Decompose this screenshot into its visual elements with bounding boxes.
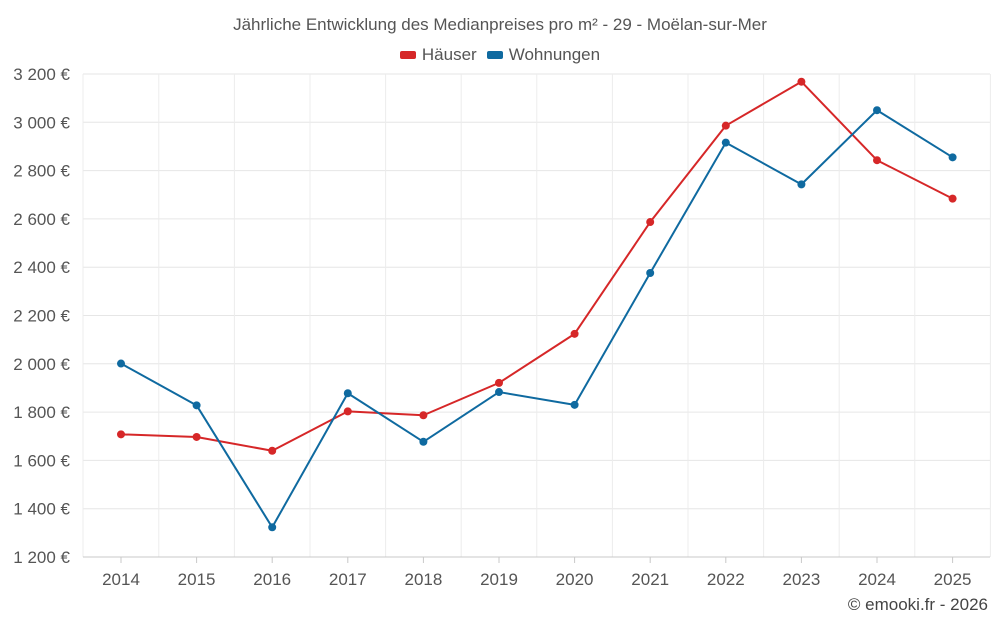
axes: 1 200 € 1 400 € 1 600 € 1 800 € 2 000 € 2 200… xyxy=(13,65,990,589)
data-point-haeuser xyxy=(117,430,125,439)
data-point-wohnungen xyxy=(495,388,503,397)
data-point-haeuser xyxy=(948,194,957,203)
data-point-haeuser xyxy=(268,446,277,455)
x-tick-label: 2015 xyxy=(178,570,216,589)
y-tick-label: 1 600 € xyxy=(13,451,70,470)
x-tick-label: 2021 xyxy=(631,570,669,589)
x-tick-label: 2018 xyxy=(404,570,442,589)
x-tick-label: 2016 xyxy=(253,570,291,589)
data-point-wohnungen xyxy=(570,400,579,409)
y-tick-label: 2 800 € xyxy=(13,162,70,181)
data-point-wohnungen xyxy=(192,401,201,410)
data-point-wohnungen xyxy=(268,523,277,532)
y-tick-label: 2 400 € xyxy=(13,258,70,277)
x-tick-label: 2017 xyxy=(329,570,367,589)
legend-label-haeuser: Häuser xyxy=(421,45,477,64)
y-tick-label: 1 200 € xyxy=(13,548,70,567)
credit-text: © emooki.fr - 2026 xyxy=(847,595,988,614)
data-point-wohnungen xyxy=(419,437,428,446)
data-point-haeuser xyxy=(646,218,655,227)
data-point-wohnungen xyxy=(873,106,881,115)
data-point-haeuser xyxy=(721,121,730,130)
y-tick-label: 3 000 € xyxy=(13,113,70,132)
data-point-haeuser xyxy=(797,77,806,86)
legend-label-wohnungen: Wohnungen xyxy=(508,45,601,64)
x-tick-label: 2020 xyxy=(556,570,594,589)
legend: Häuser Wohnungen xyxy=(0,45,1000,65)
x-tick-label: 2014 xyxy=(102,570,140,589)
x-tick-label: 2024 xyxy=(858,570,896,589)
legend-swatch-haeuser xyxy=(399,51,416,59)
x-tick-label: 2023 xyxy=(782,570,820,589)
y-tick-label: 3 200 € xyxy=(13,65,70,84)
y-tick-label: 1 400 € xyxy=(13,500,70,519)
data-point-wohnungen xyxy=(721,138,730,147)
data-point-haeuser xyxy=(873,156,881,165)
data-point-haeuser xyxy=(495,378,503,387)
data-point-wohnungen xyxy=(343,389,352,398)
data-point-wohnungen xyxy=(948,153,957,162)
chart-title: Jährliche Entwicklung des Medianpreises … xyxy=(233,15,767,34)
y-tick-label: 2 000 € xyxy=(13,355,70,374)
legend-item-wohnungen[interactable]: Wohnungen xyxy=(486,45,601,65)
grid xyxy=(82,73,991,558)
y-tick-label: 1 800 € xyxy=(13,403,70,422)
x-tick-label: 2022 xyxy=(707,570,745,589)
series-line-wohnungen xyxy=(120,109,954,529)
data-point-wohnungen xyxy=(117,359,125,368)
y-tick-label: 2 600 € xyxy=(13,210,70,229)
series xyxy=(117,77,957,532)
series-line-haeuser xyxy=(120,80,954,452)
legend-item-haeuser[interactable]: Häuser xyxy=(399,45,477,65)
data-point-haeuser xyxy=(419,411,428,420)
data-point-wohnungen xyxy=(797,180,806,189)
data-point-wohnungen xyxy=(646,268,655,277)
data-point-haeuser xyxy=(570,329,579,338)
legend-swatch-wohnungen xyxy=(486,51,503,59)
x-tick-label: 2025 xyxy=(934,570,972,589)
data-point-haeuser xyxy=(192,432,201,441)
x-tick-label: 2019 xyxy=(480,570,518,589)
y-tick-label: 2 200 € xyxy=(13,307,70,326)
data-point-haeuser xyxy=(343,407,352,416)
